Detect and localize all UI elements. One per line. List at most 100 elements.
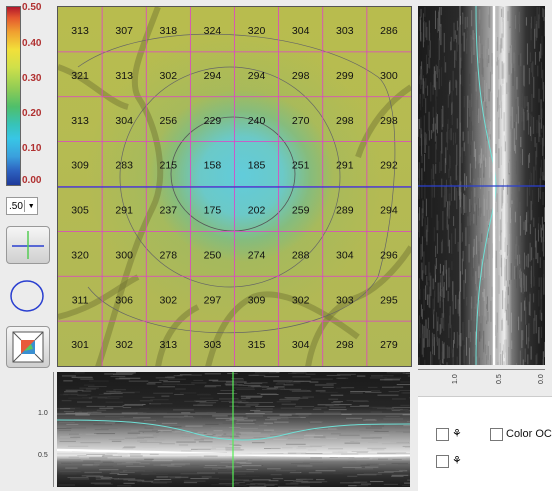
grid-cell-value: 229: [204, 115, 222, 127]
color-scale-bar: [6, 6, 21, 186]
bottom-bscan-panel: [57, 372, 410, 487]
side-bscan-image: [418, 6, 545, 365]
ellipse-tool-button[interactable]: [6, 278, 48, 314]
grid-cell-value: 297: [204, 294, 222, 306]
grid-cell-value: 298: [336, 339, 354, 351]
grid-cell-value: 286: [380, 25, 398, 37]
bottom-axis-tick: 1.0: [38, 410, 48, 417]
grid-cell-value: 270: [292, 115, 310, 127]
grid-cell-value: 313: [71, 25, 89, 37]
grid-cell-value: 292: [380, 160, 398, 172]
grid-cell-value: 240: [248, 115, 266, 127]
grid-cell-value: 302: [160, 70, 178, 82]
grid-cell-value: 306: [115, 294, 133, 306]
grid-cell-value: 279: [380, 339, 398, 351]
grid-cell-value: 202: [248, 205, 266, 217]
grid-cell-value: 175: [204, 205, 222, 217]
grid-cell-value: 313: [115, 70, 133, 82]
grid-cell-value: 320: [248, 25, 266, 37]
grid-cell-value: 298: [292, 70, 310, 82]
side-axis-line: [418, 369, 545, 370]
grid-cell-value: 283: [115, 160, 133, 172]
grid-cell-value: 298: [380, 115, 398, 127]
grid-cell-value: 313: [71, 115, 89, 127]
grid-cell-value: 304: [292, 25, 310, 37]
layers-icon: ⚘: [452, 427, 462, 440]
grid-cell-value: 278: [160, 249, 178, 261]
grid-cell-value: 302: [115, 339, 133, 351]
scale-tick: 0.50: [22, 2, 58, 13]
zoom-select[interactable]: .50 ▼: [6, 197, 38, 215]
grid-cell-value: 304: [115, 115, 133, 127]
grid-cell-value: 304: [336, 249, 354, 261]
grid-cell-value: 288: [292, 249, 310, 261]
zoom-value: .50: [7, 201, 24, 212]
bottom-axis-line: [53, 372, 54, 487]
grid-cell-value: 324: [204, 25, 222, 37]
grid-cell-value: 302: [292, 294, 310, 306]
3d-surface-icon: [7, 327, 49, 367]
3d-view-button[interactable]: [6, 326, 50, 368]
grid-cell-value: 321: [71, 70, 89, 82]
grid-cell-value: 289: [336, 205, 354, 217]
fundus-overlay: 313 307 318 324 320 304 303 286 321 313 302 294 294 2…: [58, 7, 411, 366]
grid-cell-value: 301: [71, 339, 89, 351]
grid-cell-value: 313: [160, 339, 178, 351]
grid-cell-value: 303: [336, 294, 354, 306]
grid-cell-value: 294: [248, 70, 266, 82]
side-bscan-panel: [418, 6, 545, 365]
side-axis-tick: 0.0: [538, 374, 545, 384]
grid-cell-value: 295: [380, 294, 398, 306]
vessel-icon: ⚘: [452, 454, 462, 467]
grid-cell-value: 256: [160, 115, 178, 127]
crosshair-tool-button[interactable]: [6, 226, 50, 264]
ellipse-icon: [6, 278, 48, 314]
grid-cell-value: 291: [115, 205, 133, 217]
grid-cell-value: 311: [72, 294, 89, 306]
grid-cell-value: 303: [336, 25, 354, 37]
grid-cell-value: 296: [380, 249, 398, 261]
side-axis-tick: 0.5: [496, 374, 503, 384]
grid-cell-value: 274: [248, 249, 266, 261]
grid-cell-value: 315: [248, 339, 266, 351]
overlay-checkbox-2[interactable]: [436, 455, 449, 468]
scale-tick: 0.40: [22, 38, 58, 49]
color-oct-checkbox[interactable]: [490, 428, 503, 441]
grid-cell-value: 307: [115, 25, 133, 37]
grid-cell-value: 294: [380, 205, 398, 217]
grid-cell-value: 215: [160, 160, 178, 172]
grid-cell-value: 302: [160, 294, 178, 306]
grid-cell-value: 259: [292, 205, 310, 217]
grid-cell-value: 251: [292, 160, 310, 172]
grid-cell-value: 298: [336, 115, 354, 127]
grid-cell-value: 305: [71, 205, 89, 217]
grid-cell-value: 304: [292, 339, 310, 351]
thickness-map[interactable]: 313 307 318 324 320 304 303 286 321 313 302 294 294 2…: [57, 6, 412, 367]
grid-cell-value: 250: [204, 249, 222, 261]
side-axis-tick: 1.0: [452, 374, 459, 384]
scale-tick: 0.30: [22, 73, 58, 84]
color-oct-label: Color OC: [506, 428, 552, 440]
grid-cell-value: 291: [336, 160, 354, 172]
scale-tick: 0.20: [22, 108, 58, 119]
grid-cell-value: 294: [204, 70, 222, 82]
grid-cell-value: 237: [160, 205, 178, 217]
grid-cell-value: 158: [204, 160, 222, 172]
options-panel: ⚘ Color OC ⚘: [418, 396, 552, 491]
bottom-axis-tick: 0.5: [38, 452, 48, 459]
grid-cell-value: 303: [204, 339, 222, 351]
grid-cell-value: 299: [336, 70, 354, 82]
grid-cell-value: 185: [248, 160, 266, 172]
scale-tick: 0.00: [22, 175, 58, 186]
grid-cell-value: 300: [115, 249, 133, 261]
grid-cell-value: 320: [71, 249, 89, 261]
grid-cell-value: 318: [160, 25, 178, 37]
grid-cell-value: 300: [380, 70, 398, 82]
grid-cell-value: 309: [248, 294, 266, 306]
overlay-checkbox-1[interactable]: [436, 428, 449, 441]
grid-cell-value: 309: [71, 160, 89, 172]
chevron-down-icon[interactable]: ▼: [24, 200, 37, 212]
scale-tick: 0.10: [22, 143, 58, 154]
crosshair-icon: [7, 227, 49, 263]
bottom-bscan-image: [57, 372, 410, 487]
